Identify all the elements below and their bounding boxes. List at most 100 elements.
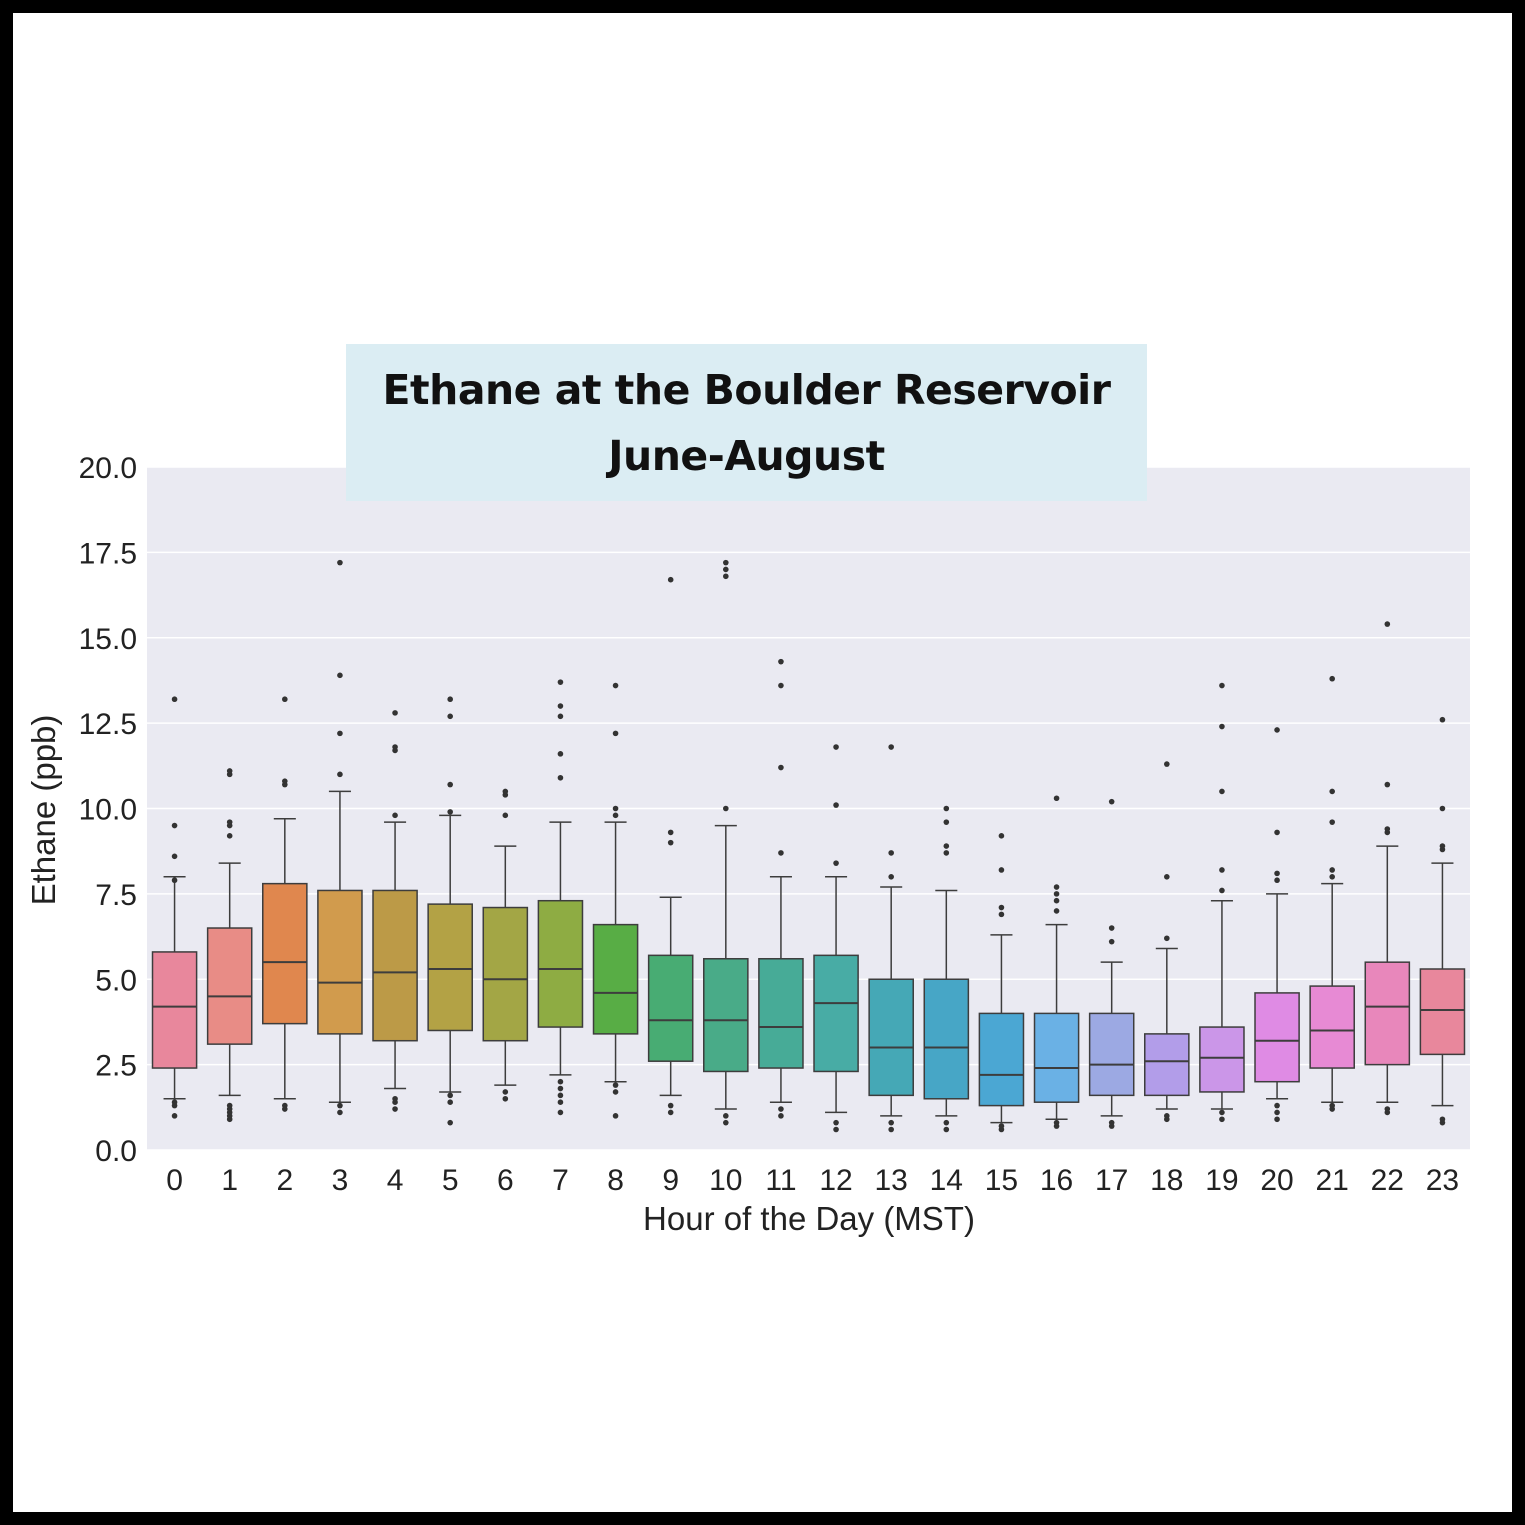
iqr-box	[427, 903, 473, 1032]
x-tick-label: 17	[1095, 1164, 1128, 1197]
x-tick-label: 16	[1040, 1164, 1073, 1197]
outlier-point	[943, 843, 950, 849]
iqr-box	[1033, 1012, 1080, 1103]
outlier-point	[226, 1102, 233, 1109]
outlier-point	[1219, 887, 1225, 894]
outlier-point	[1274, 877, 1280, 884]
outlier-point	[1329, 819, 1335, 825]
outlier-point	[337, 1109, 343, 1116]
box-hour-21	[1309, 675, 1355, 1112]
outlier-point	[171, 696, 178, 703]
outlier-point	[998, 867, 1005, 873]
iqr-box	[206, 927, 253, 1045]
outlier-point	[447, 713, 453, 720]
outlier-point	[667, 1102, 674, 1109]
outlier-point	[778, 1106, 784, 1112]
y-tick-label: 7.5	[95, 879, 137, 912]
box-hour-16	[1033, 795, 1080, 1129]
outlier-point	[778, 1113, 784, 1119]
outlier-point	[447, 809, 453, 815]
outlier-point	[557, 751, 564, 757]
outlier-point	[1274, 829, 1280, 836]
outlier-point	[998, 911, 1005, 918]
outlier-point	[1219, 1109, 1225, 1116]
iqr-box	[703, 958, 749, 1073]
outlier-point	[1274, 1116, 1280, 1123]
outlier-point	[1053, 897, 1060, 904]
outlier-point	[447, 1092, 453, 1099]
outlier-point	[1329, 867, 1335, 873]
outlier-point	[723, 1113, 729, 1119]
x-tick-label: 12	[819, 1164, 852, 1197]
outlier-point	[337, 771, 343, 778]
outlier-point	[502, 812, 509, 819]
outlier-point	[502, 1089, 509, 1095]
outlier-point	[1384, 1106, 1391, 1112]
outlier-point	[1219, 1116, 1225, 1123]
outlier-point	[557, 703, 564, 709]
box-hour-19	[1199, 682, 1245, 1123]
outlier-point	[337, 559, 343, 566]
outlier-point	[1439, 716, 1446, 723]
outlier-point	[337, 672, 343, 679]
iqr-box	[537, 899, 584, 1028]
iqr-box	[1254, 992, 1300, 1083]
iqr-box	[1364, 961, 1411, 1066]
outlier-point	[612, 1082, 619, 1088]
x-tick-label: 15	[985, 1164, 1018, 1197]
outlier-point	[778, 764, 784, 771]
iqr-box	[868, 978, 914, 1097]
box-hour-0	[151, 696, 198, 1119]
box-hour-10	[703, 559, 749, 1126]
outlier-point	[943, 1119, 950, 1126]
outlier-point	[557, 774, 564, 781]
outlier-point	[1274, 727, 1280, 733]
outlier-point	[1329, 1102, 1335, 1109]
outlier-point	[282, 1102, 288, 1109]
y-tick-label: 2.5	[95, 1050, 137, 1083]
box-hour-4	[372, 710, 418, 1112]
outlier-point	[1219, 682, 1225, 689]
x-tick-label: 19	[1205, 1164, 1238, 1197]
outlier-point	[612, 1089, 619, 1095]
x-tick-label: 11	[765, 1164, 796, 1197]
outlier-point	[392, 710, 398, 716]
chart-title: Ethane at the Boulder Reservoir	[382, 366, 1111, 414]
box-hour-23	[1419, 716, 1466, 1126]
box-hour-5	[427, 696, 473, 1126]
box-hour-14	[923, 805, 970, 1133]
x-tick-label: 4	[387, 1164, 404, 1197]
box-hour-7	[537, 679, 584, 1116]
outlier-point	[171, 877, 178, 884]
outlier-point	[502, 1095, 509, 1102]
outlier-point	[171, 1113, 178, 1119]
x-tick-label: 18	[1150, 1164, 1183, 1197]
box-hour-13	[868, 744, 914, 1133]
outlier-point	[1164, 761, 1170, 767]
x-tick-label: 3	[332, 1164, 349, 1197]
x-tick-label: 14	[930, 1164, 963, 1197]
outlier-point	[447, 1119, 453, 1126]
y-tick-label: 12.5	[79, 708, 137, 741]
y-tick-label: 20.0	[79, 452, 137, 485]
outlier-point	[557, 1099, 564, 1105]
outlier-point	[1439, 805, 1446, 812]
outlier-point	[226, 768, 233, 774]
iqr-box	[813, 954, 859, 1073]
iqr-box	[1419, 968, 1466, 1056]
outlier-point	[1053, 891, 1060, 897]
outlier-point	[612, 805, 619, 812]
x-tick-label: 7	[552, 1164, 569, 1197]
outlier-point	[833, 860, 839, 866]
outlier-point	[1108, 925, 1115, 931]
outlier-point	[1384, 826, 1391, 832]
iqr-box	[592, 923, 639, 1035]
outlier-point	[1274, 1102, 1280, 1109]
box-hour-15	[978, 833, 1025, 1133]
outlier-point	[1384, 621, 1391, 627]
outlier-point	[447, 781, 453, 788]
iqr-box	[151, 951, 198, 1069]
iqr-box	[1144, 1033, 1190, 1097]
outlier-point	[888, 744, 894, 750]
